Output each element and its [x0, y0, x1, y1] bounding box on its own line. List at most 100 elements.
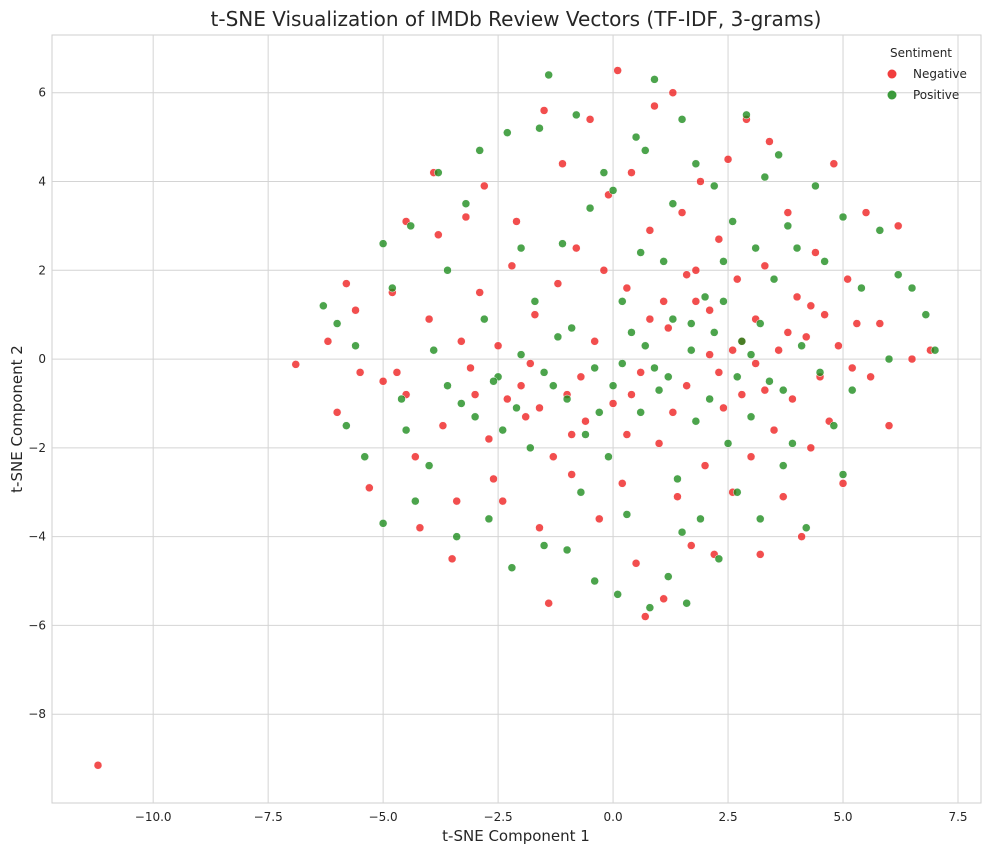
scatter-point-positive: [516, 243, 526, 253]
scatter-point-negative: [806, 301, 816, 311]
y-tick-label: 4: [38, 174, 46, 188]
scatter-point-positive: [797, 341, 806, 351]
scatter-point-negative: [470, 390, 480, 399]
scatter-point-positive: [719, 257, 728, 266]
scatter-point-positive: [705, 394, 714, 404]
scatter-point-negative: [516, 381, 526, 390]
scatter-point-positive: [631, 132, 641, 142]
scatter-point-negative: [687, 541, 696, 550]
scatter-point-positive: [342, 421, 351, 430]
x-axis-label: t-SNE Component 1: [442, 827, 590, 845]
scatter-point-positive: [526, 443, 535, 453]
scatter-point-negative: [576, 372, 586, 382]
scatter-point-negative: [820, 310, 829, 319]
scatter-point-positive: [765, 377, 774, 386]
scatter-point-positive: [604, 452, 613, 461]
y-axis-label: t-SNE Component 2: [8, 345, 26, 493]
scatter-point-negative: [351, 305, 360, 315]
legend-marker-positive: [887, 90, 897, 100]
legend-label-negative: Negative: [913, 67, 967, 81]
scatter-point-positive: [668, 314, 678, 324]
scatter-point-positive: [452, 532, 461, 541]
scatter-point-negative: [884, 421, 894, 430]
scatter-point-negative: [705, 350, 714, 359]
scatter-point-negative: [769, 425, 779, 435]
scatter-point-positive: [733, 372, 742, 382]
scatter-point-negative: [714, 368, 724, 377]
scatter-point-negative: [438, 421, 448, 430]
scatter-point-negative: [447, 554, 457, 564]
scatter-point-positive: [516, 350, 526, 359]
scatter-point-positive: [443, 381, 452, 390]
scatter-point-negative: [838, 479, 848, 488]
scatter-point-positive: [723, 439, 733, 448]
scatter-point-positive: [691, 159, 701, 168]
scatter-point-negative: [512, 217, 521, 226]
scatter-point-negative: [627, 168, 636, 177]
scatter-point-positive: [677, 115, 687, 124]
scatter-point-negative: [788, 394, 797, 404]
scatter-point-positive: [484, 514, 494, 524]
scatter-point-negative: [806, 443, 816, 453]
scatter-point-positive: [930, 345, 940, 355]
scatter-point-positive: [443, 266, 452, 275]
scatter-point-negative: [801, 332, 811, 342]
scatter-point-positive: [788, 439, 797, 448]
scatter-point-negative: [705, 305, 714, 315]
scatter-point-positive: [567, 323, 576, 333]
y-tick-label: −8: [28, 707, 46, 721]
scatter-point-negative: [847, 363, 857, 373]
y-tick-label: 0: [38, 352, 46, 366]
x-tick-labels: −10.0 −7.5 −5.0 −2.5 0.0 2.5 5.0 7.5: [135, 810, 968, 824]
scatter-point-positive: [378, 239, 388, 248]
scatter-point-negative: [323, 337, 333, 346]
data-points: [93, 66, 940, 770]
legend: Sentiment Negative Positive: [887, 46, 967, 102]
scatter-point-positive: [907, 283, 917, 293]
scatter-point-negative: [622, 283, 632, 293]
scatter-point-negative: [549, 452, 558, 461]
scatter-point-negative: [760, 261, 770, 271]
scatter-point-positive: [424, 461, 434, 470]
scatter-point-positive: [659, 257, 668, 266]
scatter-point-negative: [581, 416, 590, 426]
scatter-point-negative: [553, 279, 563, 288]
scatter-point-positive: [857, 283, 866, 293]
scatter-point-positive: [576, 487, 586, 497]
scatter-point-positive: [618, 359, 627, 368]
scatter-point-negative: [457, 337, 466, 346]
scatter-point-positive: [401, 425, 411, 435]
y-tick-label: −2: [28, 441, 46, 455]
scatter-point-negative: [645, 314, 655, 324]
scatter-point-positive: [411, 496, 420, 506]
scatter-point-negative: [650, 101, 659, 111]
scatter-point-negative: [535, 523, 544, 533]
x-tick-label: −10.0: [135, 810, 172, 824]
scatter-point-positive: [429, 345, 438, 355]
scatter-point-positive: [847, 385, 857, 395]
chart-title: t-SNE Visualization of IMDb Review Vecto…: [211, 7, 822, 31]
scatter-point-positive: [636, 408, 645, 417]
scatter-point-negative: [811, 248, 820, 257]
scatter-point-positive: [590, 363, 599, 373]
scatter-point-negative: [392, 368, 402, 377]
scatter-point-positive: [613, 590, 622, 599]
scatter-point-negative: [700, 461, 710, 470]
scatter-point-negative: [677, 208, 687, 217]
scatter-point-negative: [778, 492, 788, 501]
scatter-point-negative: [342, 279, 351, 288]
scatter-point-negative: [424, 314, 434, 324]
scatter-point-negative: [760, 385, 770, 395]
scatter-point-positive: [627, 328, 636, 337]
scatter-point-negative: [590, 337, 599, 346]
scatter-point-negative: [664, 323, 673, 333]
scatter-point-positive: [815, 368, 825, 377]
scatter-point-negative: [755, 550, 765, 559]
scatter-point-positive: [746, 350, 756, 359]
scatter-point-negative: [355, 368, 365, 377]
scatter-point-negative: [751, 359, 760, 368]
scatter-point-negative: [475, 288, 484, 297]
scatter-point-positive: [778, 385, 788, 395]
scatter-point-negative: [627, 390, 636, 399]
